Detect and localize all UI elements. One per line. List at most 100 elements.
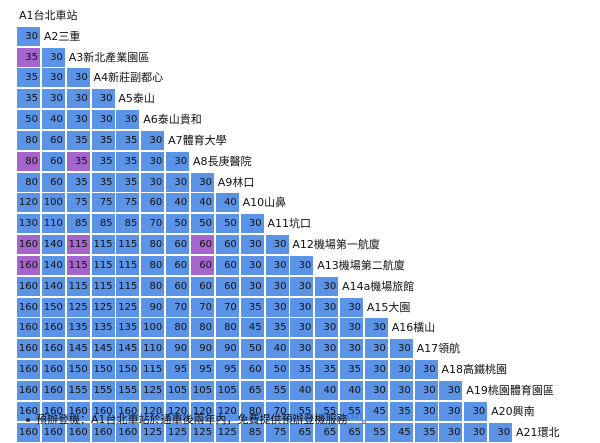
fare-cell: 60 (41, 130, 65, 150)
fare-cell: 30 (414, 360, 438, 380)
fare-cell: 85 (91, 214, 115, 234)
fare-cell: 50 (17, 110, 40, 130)
fare-cell: 30 (240, 255, 264, 275)
fare-cell: 30 (290, 339, 314, 359)
fare-cell: 30 (91, 110, 115, 130)
fare-cell: 70 (265, 401, 289, 421)
fare-cell: 130 (17, 214, 40, 234)
fare-cell: 135 (116, 318, 140, 338)
fare-cell: 115 (141, 360, 165, 380)
fare-cell: 160 (17, 255, 40, 275)
station-label: A16橫山 (391, 321, 436, 335)
fare-cell: 60 (166, 276, 190, 296)
fare-cell: 160 (91, 401, 115, 421)
fare-cell: 70 (215, 297, 239, 317)
fare-cell: 30 (265, 297, 289, 317)
station-label: A3新北產業園區 (68, 50, 150, 64)
fare-cell: 105 (166, 380, 190, 400)
fare-cell: 50 (265, 360, 289, 380)
station-label: A12機場第一航廈 (292, 238, 380, 252)
fare-cell: 160 (17, 380, 40, 400)
fare-cell: 30 (265, 255, 289, 275)
footnote-reference-link[interactable]: [32] (347, 412, 362, 421)
fare-cell: 110 (141, 339, 165, 359)
fare-cell: 45 (364, 401, 388, 421)
fare-cell: 35 (17, 68, 40, 88)
fare-cell: 35 (414, 422, 438, 442)
station-label: A13機場第二航廈 (317, 258, 405, 272)
footnote-end: 。 (361, 413, 373, 426)
fare-cell: 30 (315, 339, 339, 359)
fare-cell: 120 (215, 401, 239, 421)
fare-cell: 160 (41, 318, 65, 338)
fare-cell: 160 (17, 276, 40, 296)
fare-cell: 30 (364, 318, 388, 338)
fare-cell: 90 (141, 297, 165, 317)
fare-cell: 160 (116, 401, 140, 421)
fare-cell: 160 (17, 235, 40, 255)
fare-cell: 35 (116, 130, 140, 150)
fare-cell: 30 (141, 151, 165, 171)
fare-cell: 30 (17, 26, 40, 46)
fare-cell: 160 (17, 360, 40, 380)
fare-cell: 30 (66, 89, 90, 109)
fare-cell: 75 (66, 193, 90, 213)
fare-cell: 35 (116, 172, 140, 192)
fare-cell: 80 (166, 318, 190, 338)
fare-cell: 160 (17, 297, 40, 317)
fare-cell: 60 (190, 235, 214, 255)
fare-cell: 80 (240, 401, 264, 421)
fare-cell: 160 (17, 401, 40, 421)
fare-cell: 30 (290, 318, 314, 338)
fare-cell: 115 (116, 255, 140, 275)
station-label: A5泰山 (118, 92, 155, 106)
fare-cell: 30 (290, 255, 314, 275)
fare-cell: 30 (340, 318, 364, 338)
fare-cell: 95 (215, 360, 239, 380)
fare-cell: 35 (91, 151, 115, 171)
fare-cell: 30 (116, 110, 140, 130)
fare-cell: 120 (141, 401, 165, 421)
fare-cell: 35 (290, 360, 314, 380)
fare-cell: 30 (141, 172, 165, 192)
fare-cell: 50 (240, 339, 264, 359)
fare-cell: 30 (340, 297, 364, 317)
fare-cell: 35 (66, 130, 90, 150)
fare-cell: 75 (91, 193, 115, 213)
fare-cell: 30 (439, 422, 463, 442)
fare-cell: 155 (91, 380, 115, 400)
station-label: A14a機場旅館 (342, 279, 415, 293)
fare-cell: 150 (116, 360, 140, 380)
fare-cell: 105 (215, 380, 239, 400)
fare-cell: 40 (315, 380, 339, 400)
station-label: A15大園 (366, 300, 411, 314)
fare-cell: 115 (66, 276, 90, 296)
fare-cell: 80 (215, 318, 239, 338)
fare-cell: 45 (240, 318, 264, 338)
station-label: A2三重 (43, 29, 81, 43)
fare-cell: 95 (166, 360, 190, 380)
fare-cell: 55 (340, 401, 364, 421)
fare-cell: 30 (464, 401, 488, 421)
fare-cell: 105 (190, 380, 214, 400)
fare-cell: 35 (116, 151, 140, 171)
fare-cell: 60 (215, 235, 239, 255)
fare-cell: 30 (240, 276, 264, 296)
station-label: A4新莊副都心 (93, 71, 164, 85)
fare-cell: 145 (116, 339, 140, 359)
fare-cell: 120 (166, 401, 190, 421)
fare-cell: 30 (364, 380, 388, 400)
fare-cell: 160 (17, 318, 40, 338)
fare-cell: 160 (41, 401, 65, 421)
fare-cell: 55 (315, 401, 339, 421)
fare-cell: 40 (215, 193, 239, 213)
fare-cell: 30 (41, 68, 65, 88)
fare-cell: 30 (166, 151, 190, 171)
fare-cell: 30 (439, 401, 463, 421)
fare-cell: 160 (41, 380, 65, 400)
fare-cell: 45 (389, 422, 413, 442)
fare-cell: 120 (190, 401, 214, 421)
bullet-icon (26, 418, 30, 422)
fare-cell: 85 (116, 214, 140, 234)
fare-cell: 115 (66, 255, 90, 275)
